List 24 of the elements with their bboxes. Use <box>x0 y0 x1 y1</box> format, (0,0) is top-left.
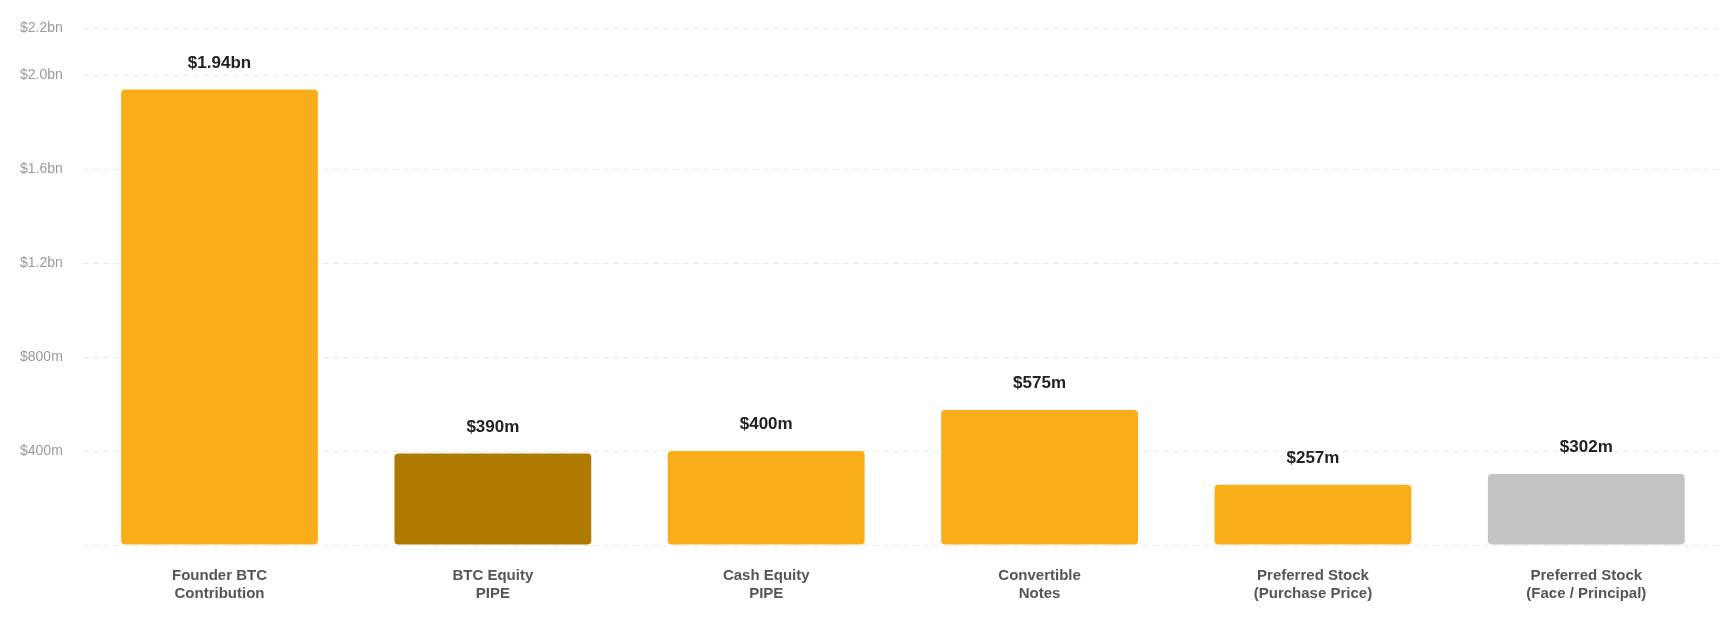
x-tick-label: Founder BTC Contribution <box>172 566 268 602</box>
x-tick-label: Convertible Notes <box>998 566 1081 602</box>
x-tick-label: Cash Equity PIPE <box>722 566 811 602</box>
x-tick-label: Preferred Stock (Purchase Price) <box>1253 566 1373 602</box>
data-label: $1.94bn <box>187 52 252 72</box>
bar <box>1214 484 1412 545</box>
data-label: $575m <box>1013 373 1067 393</box>
y-tick-label: $2.0bn <box>19 66 63 83</box>
data-label: $400m <box>739 414 793 434</box>
y-tick-label: $1.2bn <box>19 254 63 271</box>
bar <box>941 409 1138 545</box>
y-tick-label: $800m <box>20 348 63 364</box>
data-label: $390m <box>466 416 520 436</box>
bar <box>394 453 592 545</box>
y-tick-label: $400m <box>20 441 63 458</box>
bar <box>121 89 318 545</box>
bar <box>667 451 865 545</box>
y-tick-label: $1.6bn <box>19 160 63 177</box>
x-tick-label: BTC Equity PIPE <box>452 566 534 602</box>
x-tick-label: Preferred Stock (Face / Principal) <box>1526 566 1647 602</box>
data-label: $302m <box>1559 437 1613 457</box>
bar <box>1487 474 1685 545</box>
y-tick-label: $2.2bn <box>19 19 63 36</box>
data-label: $257m <box>1286 447 1340 467</box>
